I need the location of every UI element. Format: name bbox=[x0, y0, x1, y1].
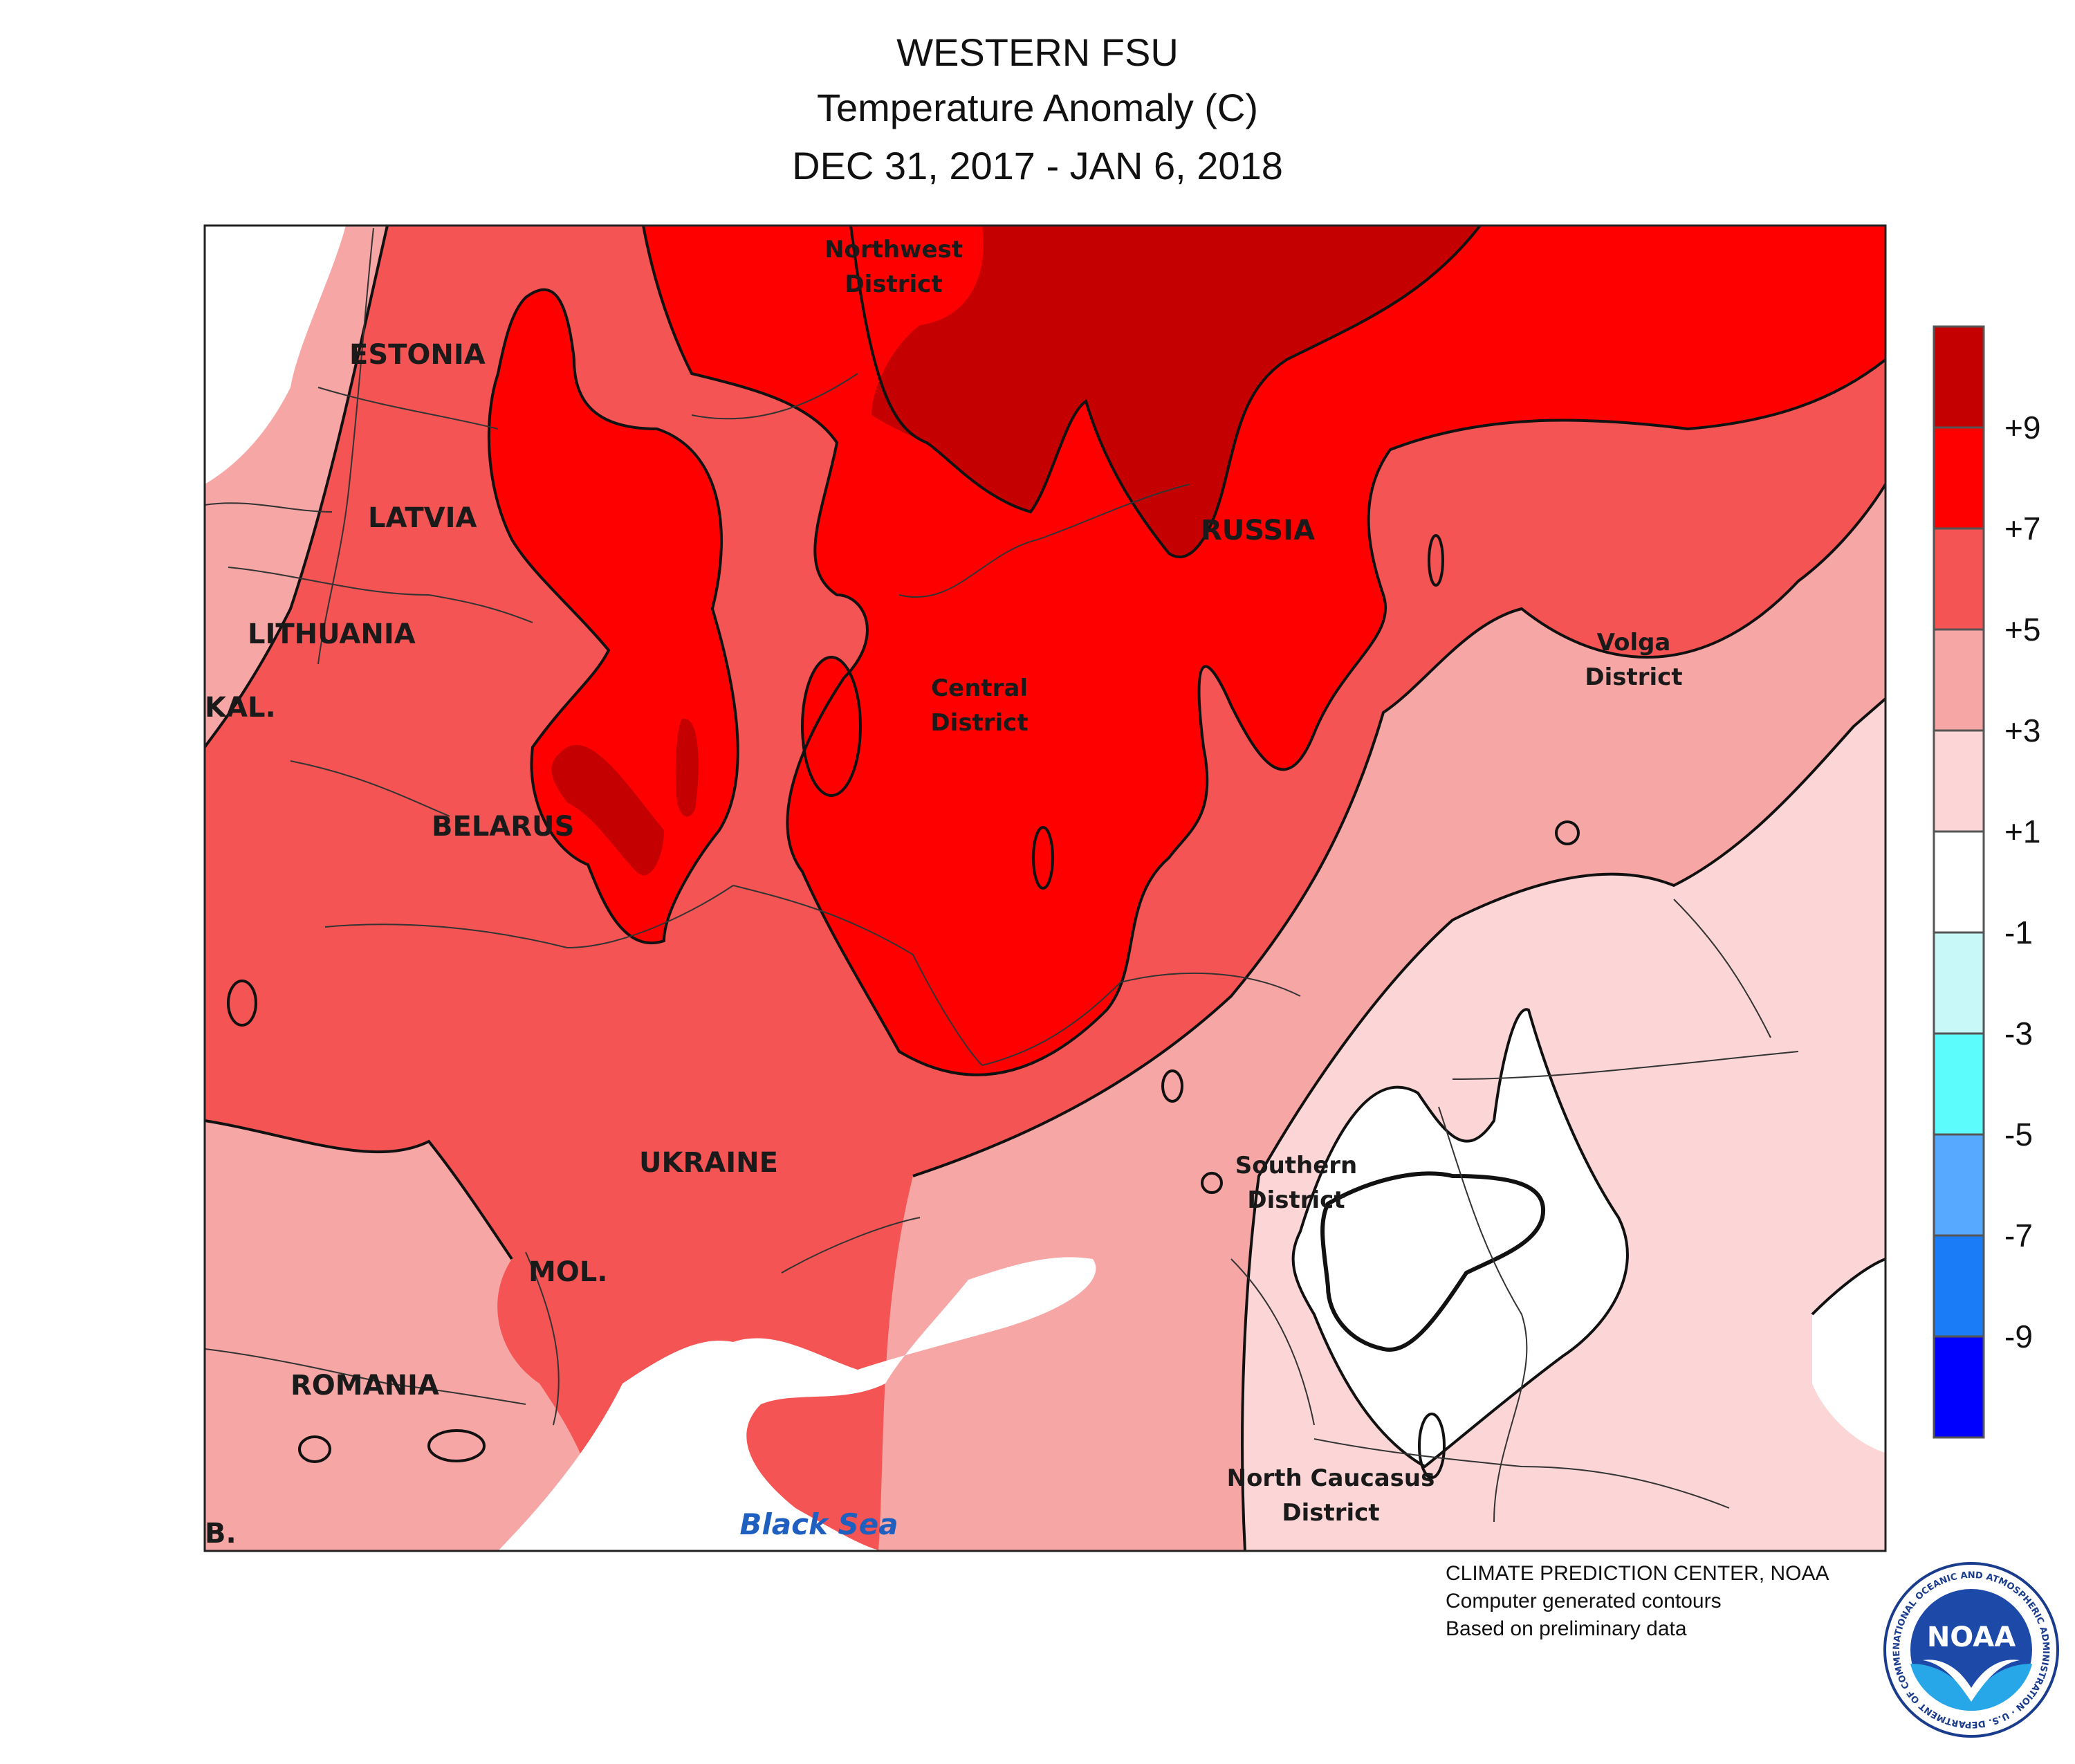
legend-label: -7 bbox=[2004, 1218, 2033, 1253]
credit-line-3: Based on preliminary data bbox=[1446, 1617, 1687, 1640]
logo-text: NOAA bbox=[1927, 1621, 2016, 1653]
label-russia: RUSSIA bbox=[1201, 515, 1315, 546]
legend-swatch bbox=[1933, 325, 1985, 429]
logo-gull bbox=[1923, 1660, 2020, 1702]
band-above-9-north bbox=[851, 226, 1480, 558]
map-date-range: DEC 31, 2017 - JAN 6, 2018 bbox=[792, 144, 1283, 187]
band-neg1-to-1-black-sea bbox=[498, 1257, 1096, 1551]
legend-label: -3 bbox=[2004, 1016, 2033, 1051]
legend-swatch bbox=[1933, 830, 1985, 934]
label-kaliningrad: KAL. bbox=[205, 692, 276, 724]
label-southern-district-2: District bbox=[1247, 1186, 1345, 1214]
band-7-to-9-belarus bbox=[488, 289, 738, 944]
band-above-9-belarus bbox=[551, 744, 664, 876]
band-3-to-5-southwest bbox=[205, 1121, 609, 1551]
color-legend: +9 +7 +5 +3 +1 -1 -3 -5 -7 -9 bbox=[1933, 325, 2040, 1439]
band-neg1-to-1-east bbox=[1812, 1259, 1885, 1453]
legend-swatch bbox=[1933, 1234, 1985, 1338]
legend-label: +9 bbox=[2004, 410, 2040, 445]
legend-swatch bbox=[1933, 931, 1985, 1035]
credit-line-2: Computer generated contours bbox=[1446, 1590, 1722, 1613]
label-latvia: LATVIA bbox=[368, 502, 477, 534]
contour-lines bbox=[205, 226, 1885, 1551]
band-7-to-9-island bbox=[802, 657, 860, 796]
legend-label: -5 bbox=[2004, 1117, 2033, 1152]
legend-label: +7 bbox=[2004, 511, 2040, 546]
legend-swatch bbox=[1933, 628, 1985, 732]
label-moldova: MOL. bbox=[528, 1256, 608, 1288]
credits-block: CLIMATE PREDICTION CENTER, NOAA Computer… bbox=[1446, 1560, 1829, 1643]
map-title: WESTERN FSU bbox=[896, 30, 1179, 74]
legend-label: -9 bbox=[2004, 1319, 2033, 1354]
borders bbox=[205, 228, 1799, 1523]
label-north-caucasus-district-1: North Caucasus bbox=[1227, 1464, 1435, 1492]
band-above-9-belarus-small bbox=[675, 719, 699, 817]
label-northwest-district-2: District bbox=[845, 270, 942, 298]
noaa-logo: NATIONAL OCEANIC AND ATMOSPHERIC ADMINIS… bbox=[1881, 1560, 2059, 1738]
label-black-sea: Black Sea bbox=[739, 1507, 898, 1541]
label-romania: ROMANIA bbox=[290, 1370, 439, 1402]
label-lithuania: LITHUANIA bbox=[248, 618, 416, 650]
label-central-district-1: Central bbox=[931, 674, 1028, 702]
legend-label: +5 bbox=[2004, 612, 2040, 647]
label-belarus: BELARUS bbox=[432, 811, 574, 843]
map-frame bbox=[203, 224, 1887, 1552]
legend-swatch bbox=[1933, 1032, 1985, 1136]
label-central-district-2: District bbox=[930, 709, 1028, 737]
label-bulgaria: B. bbox=[205, 1518, 237, 1550]
label-volga-district-2: District bbox=[1585, 663, 1682, 691]
label-northwest-district-1: Northwest bbox=[824, 236, 963, 264]
credit-line-1: CLIMATE PREDICTION CENTER, NOAA bbox=[1446, 1562, 1829, 1585]
band-neg1-to-1-kalmykia bbox=[1293, 1009, 1627, 1467]
logo-gull-wave bbox=[1910, 1664, 2032, 1711]
label-estonia: ESTONIA bbox=[349, 339, 486, 371]
label-north-caucasus-district-2: District bbox=[1282, 1499, 1379, 1527]
anomaly-shading bbox=[205, 226, 1885, 1551]
legend-label: +3 bbox=[2004, 713, 2040, 748]
label-volga-district-1: Volga bbox=[1597, 629, 1671, 656]
legend-swatch bbox=[1933, 426, 1985, 530]
map-subtitle: Temperature Anomaly (C) bbox=[816, 86, 1258, 129]
label-southern-district-1: Southern bbox=[1235, 1152, 1358, 1179]
legend-swatch bbox=[1933, 1133, 1985, 1237]
label-ukraine: UKRAINE bbox=[639, 1147, 778, 1179]
legend-swatch bbox=[1933, 729, 1985, 833]
legend-label: -1 bbox=[2004, 915, 2033, 950]
legend-swatch bbox=[1933, 1335, 1985, 1439]
legend-swatch bbox=[1933, 527, 1985, 631]
band-neg1-to-1-baltic bbox=[205, 226, 346, 484]
legend-label: +1 bbox=[2004, 814, 2040, 849]
